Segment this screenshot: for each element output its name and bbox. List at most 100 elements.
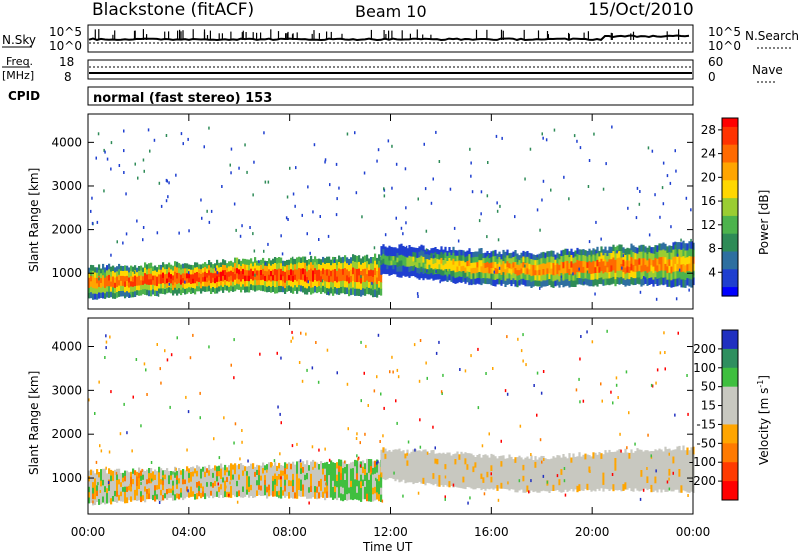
- echo-cell: [110, 286, 113, 293]
- echo-cell: [648, 271, 651, 279]
- echo-cell: [558, 253, 561, 260]
- echo-cell: [500, 477, 503, 484]
- echo-cell: [638, 251, 641, 259]
- scatter-point: [384, 233, 387, 237]
- echo-cell: [512, 251, 515, 258]
- echo-cell: [484, 252, 487, 259]
- echo-cell: [568, 484, 571, 491]
- echo-cell: [532, 470, 535, 477]
- echo-cell: [572, 257, 575, 264]
- echo-cell: [136, 276, 139, 282]
- echo-cell: [500, 472, 503, 478]
- echo-cell: [666, 252, 669, 261]
- scatter-point: [615, 383, 618, 387]
- echo-cell: [406, 471, 409, 478]
- echo-cell: [468, 470, 471, 477]
- echo-cell: [410, 476, 413, 483]
- echo-cell: [456, 469, 459, 476]
- scatter-point: [514, 215, 516, 219]
- echo-cell: [448, 268, 451, 275]
- echo-cell: [358, 467, 361, 475]
- echo-cell: [334, 480, 337, 487]
- echo-cell: [462, 276, 465, 282]
- echo-cell: [264, 480, 267, 486]
- echo-cell: [396, 252, 399, 259]
- echo-cell: [562, 472, 565, 480]
- beam-title: Beam 10: [355, 2, 427, 21]
- echo-cell: [450, 276, 453, 282]
- echo-cell: [140, 496, 143, 503]
- echo-cell: [228, 481, 231, 487]
- echo-cell: [344, 460, 347, 468]
- echo-cell: [566, 474, 569, 481]
- echo-cell: [176, 289, 179, 296]
- echo-cell: [258, 480, 261, 486]
- echo-cell: [326, 461, 329, 469]
- echo-cell: [232, 286, 235, 292]
- scatter-point: [612, 401, 614, 405]
- echo-cell: [284, 485, 287, 492]
- scatter-point: [395, 399, 397, 403]
- echo-cell: [336, 462, 339, 469]
- echo-cell: [308, 465, 311, 472]
- echo-cell: [274, 484, 277, 491]
- echo-cell: [420, 266, 423, 273]
- echo-cell: [664, 243, 667, 251]
- echo-cell: [676, 263, 679, 272]
- echo-cell: [96, 485, 99, 492]
- echo-cell: [126, 486, 129, 493]
- scatter-point: [564, 493, 567, 497]
- echo-cell: [244, 258, 247, 265]
- echo-cell: [396, 267, 399, 273]
- echo-cell: [212, 477, 215, 484]
- echo-cell: [272, 258, 275, 265]
- echo-cell: [190, 491, 193, 497]
- echo-cell: [506, 261, 509, 268]
- echo-cell: [90, 275, 93, 282]
- echo-cell: [160, 288, 163, 294]
- echo-cell: [182, 489, 185, 495]
- echo-cell: [192, 283, 195, 289]
- echo-cell: [296, 275, 299, 282]
- echo-cell: [386, 455, 389, 461]
- echo-cell: [402, 260, 405, 266]
- echo-cell: [390, 251, 393, 257]
- echo-cell: [436, 259, 439, 265]
- echo-cell: [212, 273, 215, 279]
- echo-cell: [400, 243, 403, 250]
- scatter-point: [430, 201, 433, 205]
- echo-cell: [242, 481, 245, 488]
- echo-cell: [662, 249, 665, 257]
- echo-cell: [112, 287, 115, 294]
- echo-cell: [426, 249, 429, 255]
- echo-cell: [568, 281, 571, 288]
- echo-cell: [224, 284, 227, 291]
- echo-cell: [228, 475, 231, 482]
- echo-cell: [174, 271, 177, 278]
- echo-cell: [496, 268, 499, 275]
- echo-cell: [262, 268, 265, 275]
- echo-cell: [292, 467, 295, 475]
- echo-cell: [448, 252, 451, 259]
- scatter-point: [294, 204, 296, 208]
- echo-cell: [344, 480, 347, 487]
- echo-cell: [196, 276, 199, 282]
- echo-cell: [566, 480, 569, 487]
- y-tick-label: 4000: [51, 340, 82, 354]
- echo-cell: [128, 267, 131, 273]
- echo-cell: [678, 263, 681, 271]
- scatter-point: [367, 404, 369, 407]
- nsky-series: [88, 29, 692, 44]
- echo-cell: [580, 278, 583, 285]
- echo-cell: [546, 464, 549, 471]
- echo-cell: [278, 474, 281, 481]
- echo-cell: [498, 257, 501, 263]
- echo-cell: [146, 279, 149, 286]
- colorbar-tick-label: 15: [701, 399, 716, 413]
- echo-cell: [456, 481, 459, 488]
- echo-cell: [670, 245, 673, 254]
- nsky-left-tick-bottom: 10^0: [49, 39, 82, 53]
- echo-cell: [362, 479, 365, 487]
- echo-cell: [588, 460, 591, 467]
